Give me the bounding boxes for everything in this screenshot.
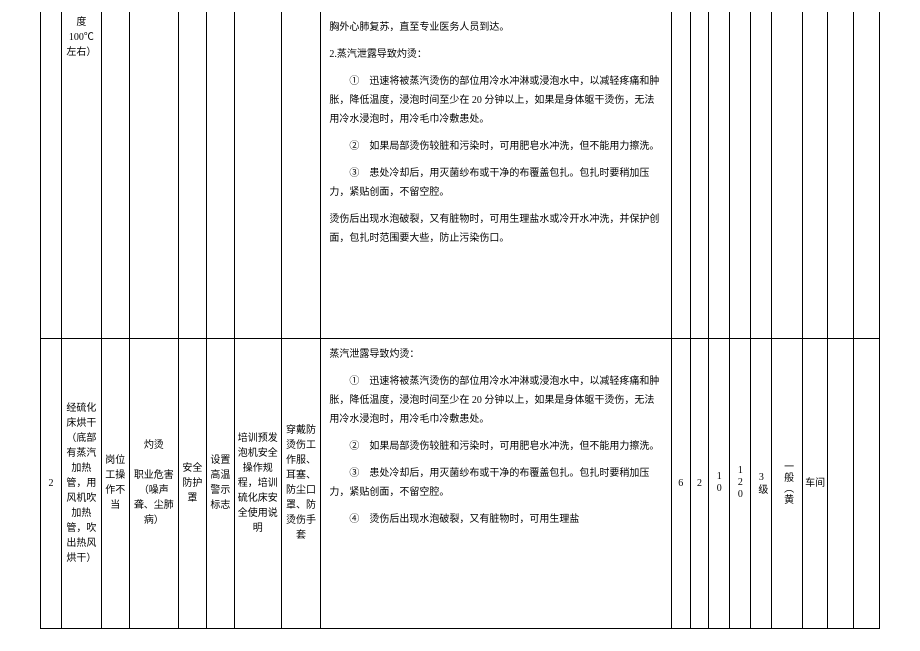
cell-ppe: [281, 12, 321, 338]
body-line: ② 如果局部烫伤较脏和污染时，可用肥皂水冲洗，但不能用力擦洗。: [329, 437, 663, 456]
cell-level: 一般（黄: [772, 338, 802, 628]
n5-text: 3级: [754, 472, 769, 495]
cell-post: [101, 12, 129, 338]
cell-n5: 3级: [751, 338, 772, 628]
cell-end2: [828, 338, 854, 628]
cell-end3: [854, 338, 880, 628]
risk-table: 度100℃左右） 胸外心肺复苏，直至专业医务人员到达。 2.蒸汽泄露导致灼烫： …: [40, 12, 880, 629]
cell-idx: [41, 12, 62, 338]
cell-train: 培训预发泡机安全操作规程，培训硫化床安全使用说明: [234, 338, 281, 628]
table-row: 2 经硫化床烘干（底部有蒸汽加热管，用风机吹加热管，吹出热风烘干） 岗位工操作不…: [41, 338, 880, 628]
cell-n4: [730, 12, 751, 338]
cell-harm: [129, 12, 178, 338]
cell-end1: 车间: [802, 338, 828, 628]
cell-level: [772, 12, 802, 338]
level-text: 一般（黄: [780, 461, 795, 505]
n3-text: 10: [712, 471, 727, 495]
cell-ppe: 穿戴防烫伤工作服、耳塞、防尘口罩、防烫伤手套: [281, 338, 321, 628]
cell-body: 蒸汽泄露导致灼烫： ① 迅速将被蒸汽烫伤的部位用冷水冲淋或浸泡水中，以减轻疼痛和…: [321, 338, 672, 628]
cell-n3: 10: [709, 338, 730, 628]
document-page: 度100℃左右） 胸外心肺复苏，直至专业医务人员到达。 2.蒸汽泄露导致灼烫： …: [0, 0, 920, 651]
cell-end1: [802, 12, 828, 338]
body-line: ① 迅速将被蒸汽烫伤的部位用冷水冲淋或浸泡水中，以减轻疼痛和肿胀，降低温度，浸泡…: [329, 372, 663, 429]
cell-guard: 安全防护罩: [178, 338, 206, 628]
n4-text: 120: [733, 465, 748, 501]
cell-n5: [751, 12, 772, 338]
body-line: ④ 烫伤后出现水泡破裂，又有脏物时，可用生理盐: [329, 510, 663, 529]
process-frag-text: 度100℃左右）: [64, 15, 99, 60]
cell-n2: 2: [690, 338, 709, 628]
cell-guard: [178, 12, 206, 338]
cell-end2: [828, 12, 854, 338]
cell-n3: [709, 12, 730, 338]
cell-train: [234, 12, 281, 338]
cell-sign: 设置高温警示标志: [206, 338, 234, 628]
cell-n4: 120: [730, 338, 751, 628]
body-line: 胸外心肺复苏，直至专业医务人员到达。: [329, 18, 663, 37]
cell-n1: [671, 12, 690, 338]
body-line: 2.蒸汽泄露导致灼烫：: [329, 45, 663, 64]
cell-process: 经硫化床烘干（底部有蒸汽加热管，用风机吹加热管，吹出热风烘干）: [62, 338, 102, 628]
body-line: 烫伤后出现水泡破裂，又有脏物时，可用生理盐水或冷开水冲洗，并保护创面，包扎时范围…: [329, 210, 663, 248]
cell-idx: 2: [41, 338, 62, 628]
cell-process-frag: 度100℃左右）: [62, 12, 102, 338]
body-line: ③ 患处冷却后，用灭菌纱布或干净的布覆盖包扎。包扎时要稍加压力，紧贴创面，不留空…: [329, 164, 663, 202]
cell-post: 岗位工操作不当: [101, 338, 129, 628]
cell-harm: 灼烫 职业危害（噪声聋、尘肺病）: [129, 338, 178, 628]
body-line: 蒸汽泄露导致灼烫：: [329, 345, 663, 364]
body-line: ③ 患处冷却后，用灭菌纱布或干净的布覆盖包扎。包扎时要稍加压力，紧贴创面，不留空…: [329, 464, 663, 502]
cell-sign: [206, 12, 234, 338]
table-row: 度100℃左右） 胸外心肺复苏，直至专业医务人员到达。 2.蒸汽泄露导致灼烫： …: [41, 12, 880, 338]
body-line: ① 迅速将被蒸汽烫伤的部位用冷水冲淋或浸泡水中，以减轻疼痛和肿胀，降低温度，浸泡…: [329, 72, 663, 129]
cell-n1: 6: [671, 338, 690, 628]
cell-end3: [854, 12, 880, 338]
body-line: ② 如果局部烫伤较脏和污染时，可用肥皂水冲洗，但不能用力擦洗。: [329, 137, 663, 156]
cell-body: 胸外心肺复苏，直至专业医务人员到达。 2.蒸汽泄露导致灼烫： ① 迅速将被蒸汽烫…: [321, 12, 672, 338]
cell-n2: [690, 12, 709, 338]
